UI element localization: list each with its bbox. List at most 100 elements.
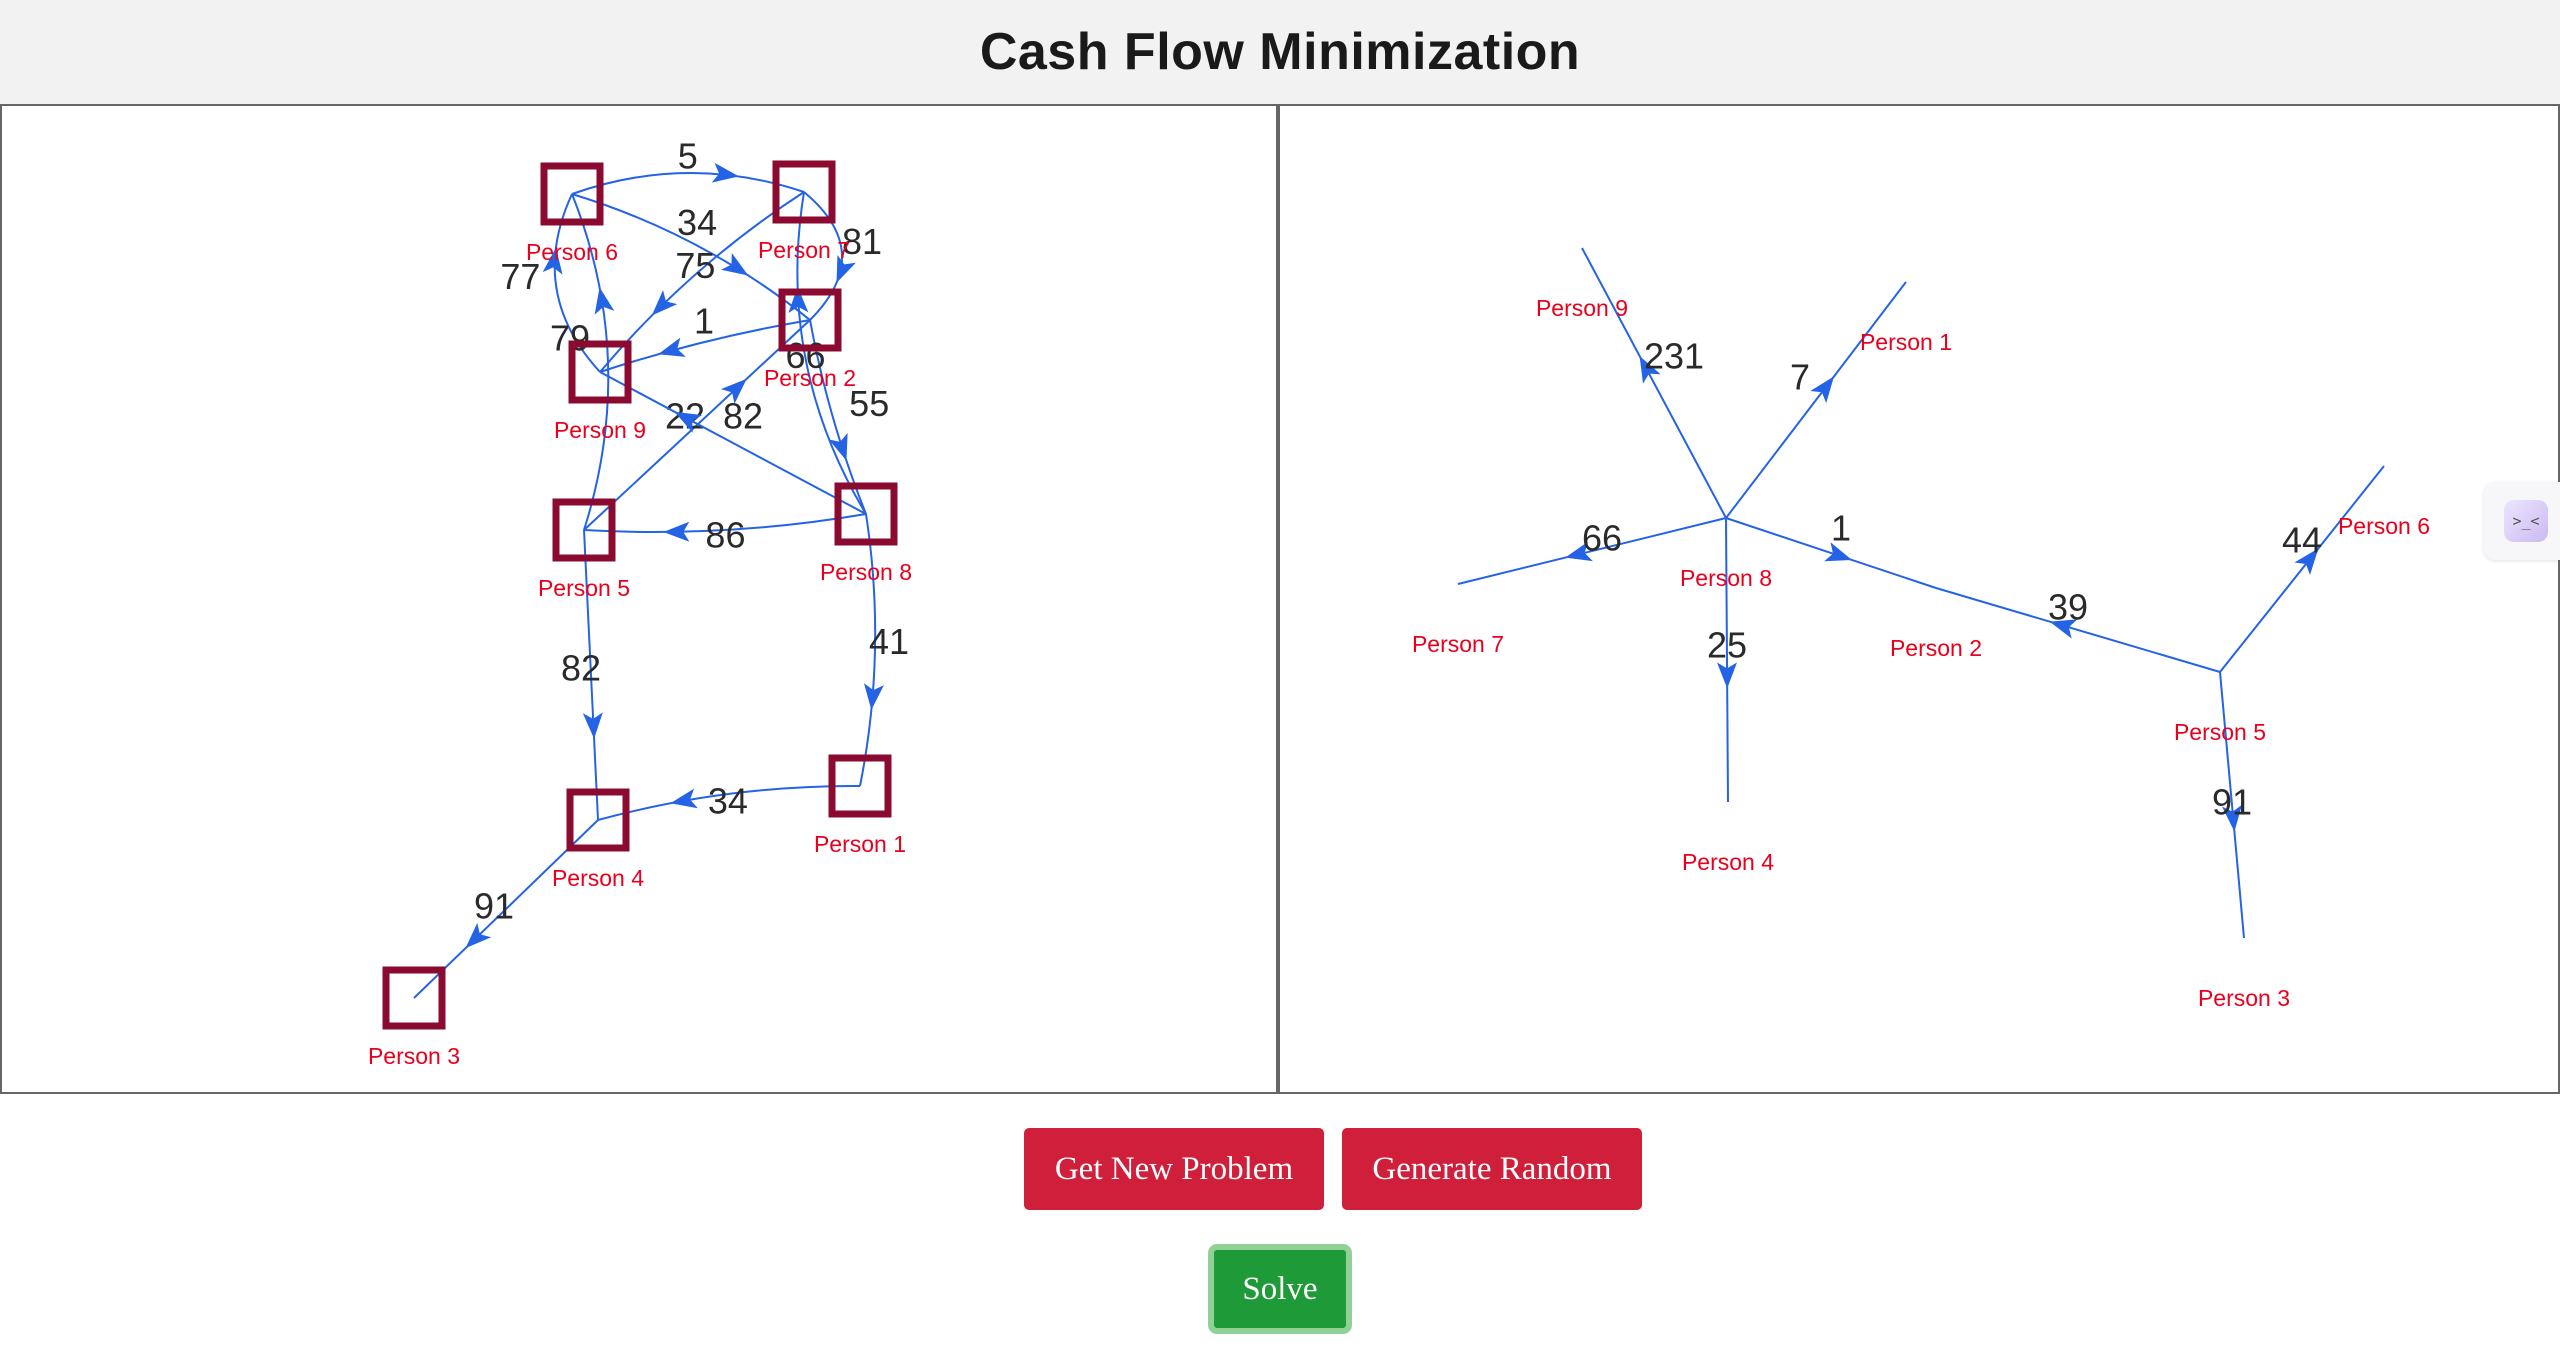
- solution-edge-person-5-to-person-2: [1935, 587, 2221, 673]
- node-box: [828, 754, 892, 818]
- problem-arrow-person-8-to-person-5: [663, 521, 690, 542]
- problem-node-person-7[interactable]: Person 7: [758, 160, 850, 263]
- problem-edge-person-2-to-person-8: [809, 319, 867, 515]
- solution-arrow-person-8-to-person-7: [1565, 541, 1593, 562]
- problem-arrow-person-7-to-person-9: [651, 290, 678, 316]
- problem-edge-amount-label: 91: [474, 886, 514, 927]
- node-box: [568, 340, 632, 404]
- problem-edge-person-8-to-person-7: [796, 191, 867, 515]
- solution-edge-amount-label: 44: [2282, 520, 2322, 561]
- node-label: Person 8: [820, 559, 912, 585]
- node-box: [778, 288, 842, 352]
- node-label: Person 3: [368, 1043, 460, 1069]
- node-label: Person 8: [1680, 565, 1772, 591]
- problem-edge-amount-label: 34: [677, 202, 717, 243]
- problem-edge-amount-label: 82: [561, 648, 601, 689]
- problem-edge-person-7-to-person-2: [803, 191, 843, 321]
- problem-graph-canvas[interactable]: 534758115566772282798682413491Person 1Pe…: [2, 106, 1276, 1092]
- node-label: Person 7: [1412, 631, 1504, 657]
- solution-edge-amount-label: 7: [1790, 357, 1810, 398]
- problem-node-person-4[interactable]: Person 4: [552, 788, 644, 891]
- page-title: Cash Flow Minimization: [979, 23, 1581, 81]
- solution-node-person-7[interactable]: Person 7: [1412, 631, 1504, 657]
- problem-node-person-1[interactable]: Person 1: [814, 754, 906, 857]
- app-header: Cash Flow Minimization: [0, 0, 2560, 104]
- problem-arrow-person-7-to-person-2: [836, 254, 856, 283]
- problem-edge-amount-label: 34: [708, 781, 748, 822]
- problem-edge-person-4-to-person-3: [413, 819, 599, 999]
- problem-node-person-2[interactable]: Person 2: [764, 288, 856, 391]
- problem-graph-panel[interactable]: 534758115566772282798682413491Person 1Pe…: [0, 104, 1278, 1094]
- problem-edge-person-8-to-person-9: [599, 371, 867, 515]
- generate-random-button[interactable]: Generate Random: [1342, 1128, 1642, 1210]
- node-label: Person 3: [2198, 985, 2290, 1011]
- problem-edge-person-8-to-person-1: [859, 513, 877, 787]
- node-box: [772, 160, 836, 224]
- solution-arrow-person-5-to-person-3: [2222, 804, 2243, 832]
- node-label: Person 4: [1682, 849, 1774, 875]
- node-box: [382, 966, 446, 1030]
- node-label: Person 2: [764, 365, 856, 391]
- node-label: Person 6: [2338, 513, 2430, 539]
- solution-edge-person-5-to-person-3: [2219, 671, 2245, 939]
- problem-edge-amount-label: 81: [842, 221, 882, 262]
- solution-arrow-person-8-to-person-1: [1810, 376, 1834, 404]
- node-box: [834, 482, 898, 546]
- node-label: Person 5: [2174, 719, 2266, 745]
- solution-arrow-person-8-to-person-4: [1717, 662, 1738, 689]
- problem-node-person-6[interactable]: Person 6: [526, 162, 618, 265]
- solution-node-person-3[interactable]: Person 3: [2198, 985, 2290, 1011]
- node-label: Person 2: [1890, 635, 1982, 661]
- node-label: Person 1: [1860, 329, 1952, 355]
- solution-node-person-6[interactable]: Person 6: [2338, 513, 2430, 539]
- problem-arrow-person-8-to-person-9: [674, 411, 703, 433]
- problem-node-person-9[interactable]: Person 9: [554, 340, 646, 443]
- problem-edge-amount-label: 77: [500, 256, 540, 297]
- solution-edge-amount-label: 25: [1707, 625, 1747, 666]
- problem-arrow-person-8-to-person-1: [863, 683, 884, 711]
- solution-edge-person-8-to-person-1: [1725, 281, 1907, 519]
- get-new-problem-button[interactable]: Get New Problem: [1024, 1128, 1324, 1210]
- solution-edge-person-8-to-person-4: [1725, 517, 1729, 803]
- problem-arrow-person-2-to-person-8: [828, 432, 848, 461]
- assistant-icon[interactable]: >_<: [2504, 500, 2548, 542]
- problem-arrow-person-5-to-person-4: [582, 712, 603, 739]
- solution-edge-person-8-to-person-9: [1581, 247, 1727, 519]
- node-box: [566, 788, 630, 852]
- solution-node-person-5[interactable]: Person 5: [2174, 719, 2266, 745]
- problem-arrow-person-2-to-person-9: [658, 337, 686, 357]
- solution-node-person-1[interactable]: Person 1: [1860, 329, 1952, 355]
- node-label: Person 5: [538, 575, 630, 601]
- problem-edge-amount-label: 66: [786, 335, 826, 376]
- solution-edge-person-8-to-person-7: [1457, 517, 1727, 585]
- problem-edge-person-5-to-person-6: [571, 193, 610, 531]
- problem-edge-person-1-to-person-4: [597, 784, 861, 821]
- problem-node-person-8[interactable]: Person 8: [820, 482, 912, 585]
- problem-node-person-3[interactable]: Person 3: [368, 966, 460, 1069]
- node-label: Person 4: [552, 865, 644, 891]
- node-label: Person 7: [758, 237, 850, 263]
- solution-arrow-person-5-to-person-2: [2049, 619, 2078, 639]
- solution-edge-amount-label: 39: [2048, 587, 2088, 628]
- solution-node-person-2[interactable]: Person 2: [1890, 635, 1982, 661]
- problem-arrow-person-6-to-person-2: [720, 252, 749, 276]
- solution-arrow-person-8-to-person-2: [1824, 542, 1852, 562]
- solution-node-person-9[interactable]: Person 9: [1536, 295, 1628, 321]
- problem-edge-person-9-to-person-6: [553, 193, 601, 373]
- problem-edge-amount-label: 55: [849, 383, 889, 424]
- problem-arrow-person-5-to-person-6: [594, 287, 615, 315]
- problem-arrow-person-1-to-person-4: [670, 788, 698, 809]
- node-label: Person 9: [1536, 295, 1628, 321]
- problem-node-person-5[interactable]: Person 5: [538, 498, 630, 601]
- side-widget[interactable]: >_<: [2484, 482, 2560, 560]
- problem-edge-amount-label: 82: [723, 396, 763, 437]
- problem-edge-amount-label: 5: [678, 136, 698, 177]
- solution-node-person-8[interactable]: Person 8: [1680, 565, 1772, 591]
- solution-edge-person-5-to-person-6: [2219, 465, 2385, 673]
- solution-edge-amount-label: 231: [1644, 336, 1704, 377]
- solution-node-person-4[interactable]: Person 4: [1682, 849, 1774, 875]
- solve-button[interactable]: Solve: [1208, 1244, 1352, 1334]
- problem-edge-amount-label: 41: [869, 621, 909, 662]
